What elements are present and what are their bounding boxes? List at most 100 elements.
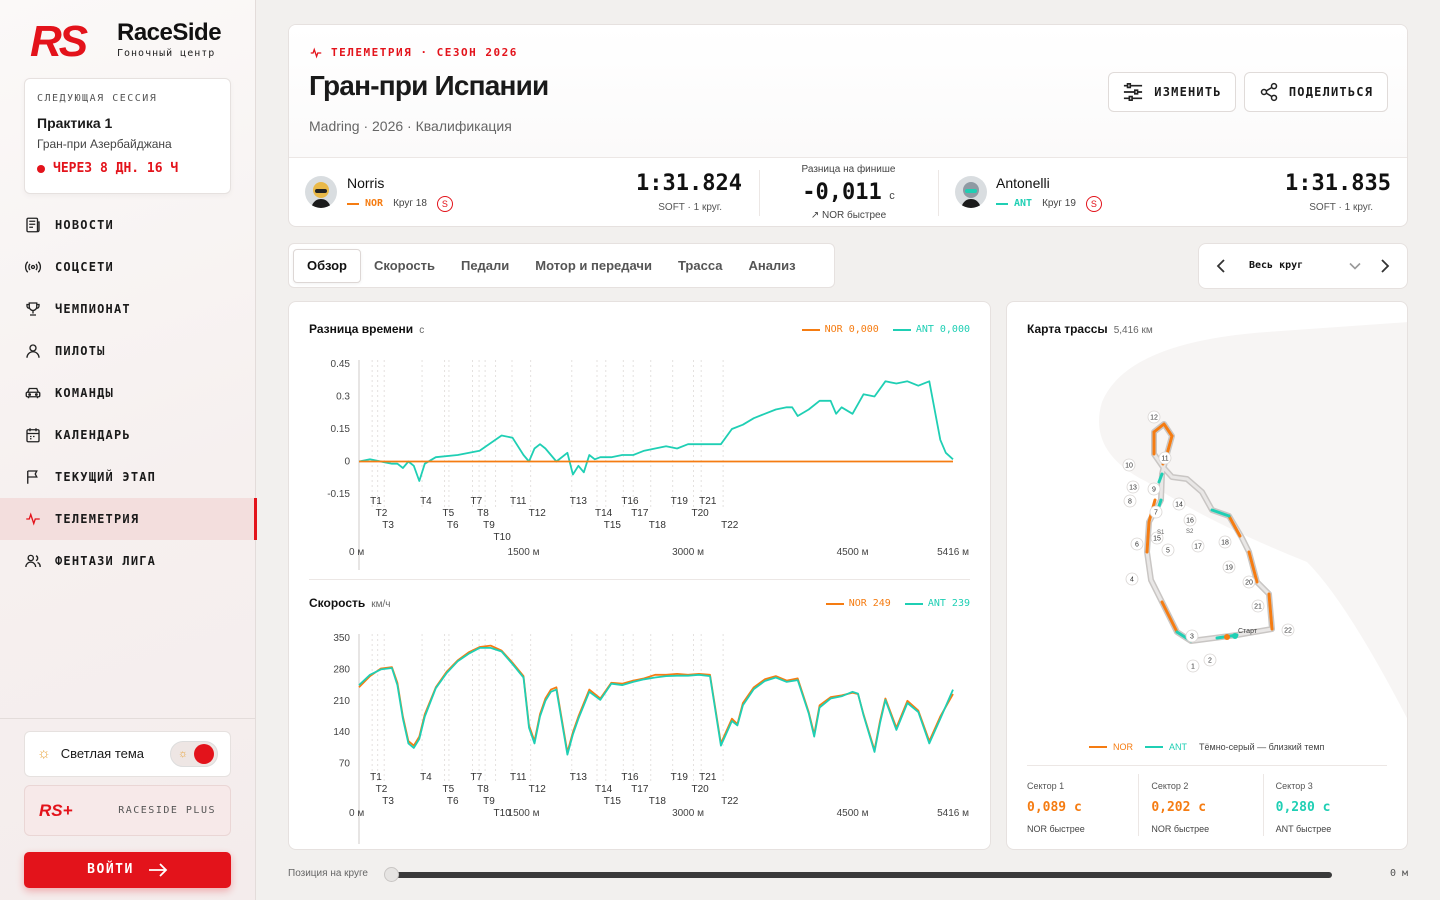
- y-tick-label: 280: [333, 664, 350, 675]
- driver2-tyre-info: SOFT · 1 круг.: [1309, 202, 1373, 213]
- main-nav: НОВОСТИ СОЦСЕТИ ЧЕМПИОНАТ ПИЛОТЫ КОМАНДЫ…: [0, 204, 257, 582]
- share-button[interactable]: ПОДЕЛИТЬСЯ: [1244, 72, 1388, 112]
- legend-grey: Тёмно-серый — близкий темп: [1199, 742, 1325, 752]
- delta-label: Разница на финише: [801, 164, 896, 175]
- turn-label: T1: [370, 772, 382, 783]
- slider-value: 0 м: [1389, 868, 1408, 879]
- legend-swatch: [904, 603, 923, 605]
- chevron-left-icon: [1216, 259, 1225, 273]
- arrow-right-icon: [148, 863, 168, 877]
- delta-value-row: -0,011 с: [760, 179, 937, 207]
- driver1-avatar: [305, 176, 337, 208]
- driver2-code: ANT: [1014, 198, 1033, 209]
- theme-toggle[interactable]: ☼: [170, 741, 218, 767]
- nav-item-calendar[interactable]: КАЛЕНДАРЬ: [0, 414, 256, 456]
- series-line-ant: [358, 646, 954, 756]
- tab-speed[interactable]: Скорость: [374, 257, 435, 273]
- turn-label: T8: [477, 784, 489, 795]
- nav-item-social[interactable]: СОЦСЕТИ: [0, 246, 256, 288]
- turn-label: T21: [699, 496, 717, 507]
- nav-item-drivers[interactable]: ПИЛОТЫ: [0, 330, 256, 372]
- tab-track[interactable]: Трасса: [677, 257, 723, 273]
- track-map[interactable]: Старт12345678910111213141516171819202122…: [1007, 342, 1408, 722]
- sector-value: 0,202 с: [1151, 800, 1207, 815]
- slider-thumb[interactable]: [384, 867, 399, 882]
- session-header-card: ТЕЛЕМЕТРИЯ · СЕЗОН 2026 Гран-при Испании…: [288, 24, 1408, 227]
- sector-faster: ANT быстрее: [1275, 824, 1332, 834]
- toggle-knob: [194, 744, 214, 764]
- theme-toggle-row[interactable]: ☼ Светлая тема ☼: [24, 731, 231, 777]
- page-subtitle: Madring · 2026 · Квалификация: [309, 118, 512, 134]
- map-background-shape: [1099, 322, 1407, 719]
- start-marker-ant: [1232, 633, 1238, 639]
- tab-overview[interactable]: Обзор: [293, 248, 361, 283]
- turn-label: T7: [471, 772, 483, 783]
- next-session-gp: Гран-при Азербайджана: [37, 137, 172, 151]
- nav-item-telemetry[interactable]: ТЕЛЕМЕТРИЯ: [0, 498, 257, 540]
- next-lap-button[interactable]: [1375, 258, 1395, 274]
- tab-pedals[interactable]: Педали: [460, 257, 510, 273]
- tab-analysis[interactable]: Анализ: [748, 257, 796, 273]
- edit-button[interactable]: ИЗМЕНИТЬ: [1108, 72, 1236, 112]
- corner-label: 15: [1153, 536, 1161, 543]
- turn-label: T19: [671, 496, 689, 507]
- nav-item-teams[interactable]: КОМАНДЫ: [0, 372, 256, 414]
- plus-label: RACESIDE PLUS: [118, 804, 216, 816]
- lap-selector: Весь круг: [1198, 243, 1408, 289]
- corner-label: 1: [1191, 664, 1195, 671]
- x-tick-label: 5416 м: [937, 808, 969, 819]
- driver2-color-swatch: [996, 203, 1008, 205]
- nav-label: КОМАНДЫ: [55, 386, 114, 400]
- login-button[interactable]: ВОЙТИ: [24, 852, 231, 888]
- legend-swatch: [1089, 746, 1107, 748]
- corner-label: 17: [1194, 544, 1202, 551]
- trophy-icon: [26, 302, 40, 316]
- nav-item-fantasy[interactable]: ФЕНТАЗИ ЛИГА: [0, 540, 256, 582]
- speed-chart-unit: км/ч: [371, 599, 391, 610]
- turn-label: T18: [649, 796, 667, 807]
- lap-comparison: Norris NOR Круг 18 S 1:31.824 SOFT · 1 к…: [289, 158, 1407, 226]
- lap-select-dropdown[interactable]: Весь круг: [1249, 260, 1361, 272]
- track-segment-ant: [1157, 472, 1164, 484]
- tab-engine[interactable]: Мотор и передачи: [535, 257, 652, 273]
- corner-marker: [1186, 659, 1200, 673]
- sector-stats: Сектор 1 0,089 с NOR быстрее Сектор 2 0,…: [1027, 774, 1387, 836]
- toggle-sun-icon: ☼: [178, 748, 189, 760]
- corner-label: 5: [1166, 548, 1170, 555]
- page-title: Гран-при Испании: [309, 70, 549, 101]
- nav-item-championship[interactable]: ЧЕМПИОНАТ: [0, 288, 256, 330]
- corner-marker: [1218, 535, 1232, 549]
- next-session-card[interactable]: СЛЕДУЮЩАЯ СЕССИЯ Практика 1 Гран-при Азе…: [24, 78, 231, 194]
- speed-chart[interactable]: 35028021014070T1T2T3T4T5T6T7T8T9T10T11T1…: [289, 616, 990, 850]
- session-header-top: ТЕЛЕМЕТРИЯ · СЕЗОН 2026 Гран-при Испании…: [289, 25, 1407, 158]
- corner-marker: [1125, 572, 1139, 586]
- chevron-down-icon: [1349, 262, 1361, 270]
- x-tick-label: 4500 м: [837, 547, 869, 558]
- turn-label: T4: [420, 772, 432, 783]
- flag-icon: [27, 470, 38, 484]
- nav-label: ПИЛОТЫ: [55, 344, 106, 358]
- nav-item-current-event[interactable]: ТЕКУЩИЙ ЭТАП: [0, 456, 256, 498]
- prev-lap-button[interactable]: [1211, 258, 1231, 274]
- delta-value: -0,011: [802, 180, 882, 205]
- turn-label: T19: [671, 772, 689, 783]
- legend-label: ANT 239: [927, 598, 970, 609]
- corner-marker: [1147, 482, 1161, 496]
- turn-label: T15: [604, 520, 622, 531]
- arrow-up-right-icon: ↗: [810, 210, 820, 221]
- x-tick-label: 0 м: [349, 808, 364, 819]
- legend-swatch: [1145, 746, 1163, 748]
- driver1-lap: Круг 18: [393, 198, 427, 209]
- divider: [759, 170, 760, 216]
- brand-logo[interactable]: RS RaceSide Гоночный центр: [30, 20, 240, 64]
- slider-track[interactable]: [386, 872, 1332, 878]
- nav-label: ЧЕМПИОНАТ: [55, 302, 131, 316]
- turn-label: T13: [570, 496, 588, 507]
- nav-item-news[interactable]: НОВОСТИ: [0, 204, 256, 246]
- raceside-plus-card[interactable]: RS+ RACESIDE PLUS: [24, 785, 231, 836]
- delta-unit: с: [889, 190, 895, 202]
- delta-chart-title-text: Разница времени: [309, 322, 414, 336]
- turn-label: T2: [376, 784, 388, 795]
- turn-label: T16: [621, 772, 639, 783]
